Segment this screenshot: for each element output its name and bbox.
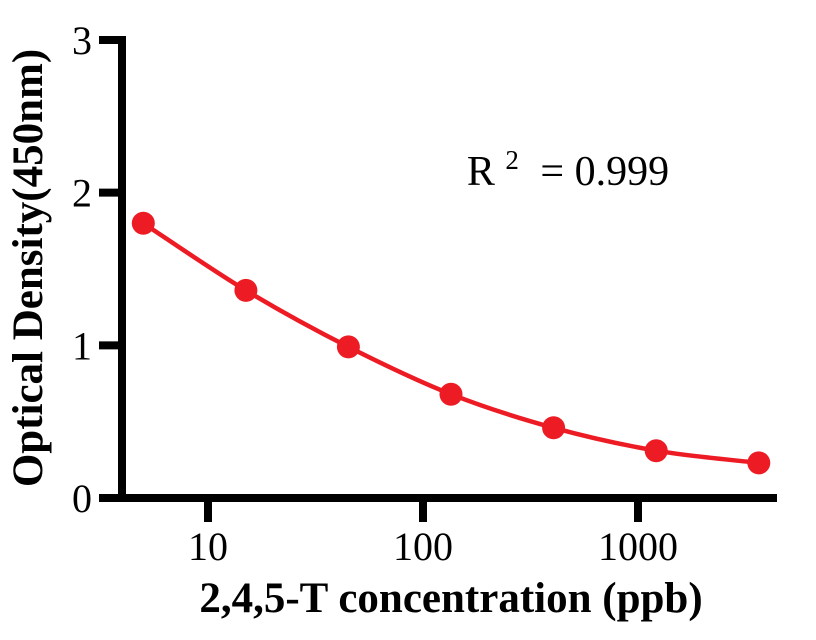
- data-point-marker: [336, 335, 360, 359]
- data-series: [131, 211, 771, 475]
- data-point-marker: [542, 416, 566, 440]
- x-tick-label: 10: [188, 524, 228, 569]
- x-axis-ticks: 10 100 1000: [188, 498, 678, 569]
- y-tick-label: 2: [72, 171, 92, 216]
- data-point-marker: [234, 278, 258, 302]
- data-point-marker: [644, 439, 668, 463]
- data-point-marker: [131, 211, 155, 235]
- x-tick-label: 100: [393, 524, 453, 569]
- x-tick-label: 1000: [598, 524, 678, 569]
- r-squared-annotation: R 2 = 0.999: [467, 133, 669, 195]
- y-tick-label: 0: [72, 476, 92, 521]
- y-tick-label: 3: [72, 18, 92, 63]
- data-point-marker: [439, 382, 463, 406]
- y-tick-label: 1: [72, 323, 92, 368]
- r-squared-exponent: 2: [505, 145, 519, 175]
- y-axis-title: Optical Density(450nm): [5, 49, 52, 487]
- r-squared-base: R: [467, 149, 495, 195]
- data-point-marker: [747, 451, 771, 475]
- r-squared-value: = 0.999: [540, 149, 669, 195]
- x-axis-title: 2,4,5-T concentration (ppb): [199, 575, 702, 622]
- y-axis-ticks: 0 1 2 3: [72, 18, 122, 521]
- fit-curve: [142, 221, 760, 466]
